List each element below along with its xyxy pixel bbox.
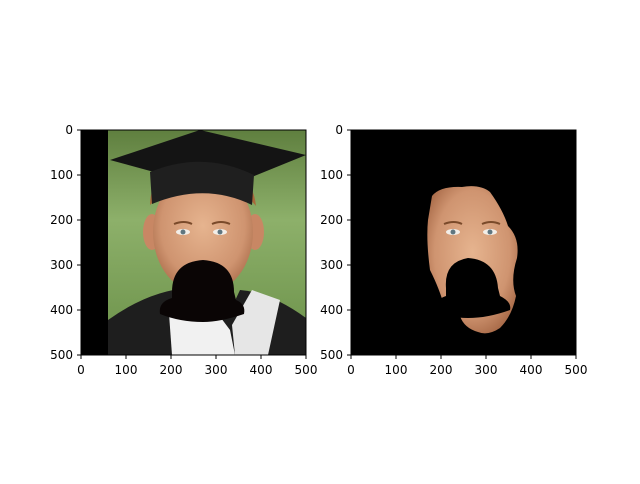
y-tick-label: 300 xyxy=(50,258,73,272)
masked-left-brow xyxy=(443,221,463,225)
x-tick-label: 0 xyxy=(347,363,355,377)
y-tick-label: 500 xyxy=(50,348,73,362)
y-tick-label: 300 xyxy=(320,258,343,272)
x-tick-label: 500 xyxy=(295,363,318,377)
x-tick-label: 400 xyxy=(250,363,273,377)
masked-left-iris xyxy=(450,229,456,235)
x-tick-label: 500 xyxy=(565,363,588,377)
y-tick-label: 200 xyxy=(320,213,343,227)
left-iris xyxy=(180,229,186,235)
y-tick-label: 400 xyxy=(50,303,73,317)
y-tick-label: 0 xyxy=(335,123,343,137)
right-axes-frame xyxy=(350,129,577,356)
ticks-layer: 0 100 200 300 400 500 0 100 200 300 400 500 0 100 200 3… xyxy=(50,123,587,377)
x-tick-label: 200 xyxy=(160,363,183,377)
photo-occluder xyxy=(159,260,245,322)
y-tick-label: 200 xyxy=(50,213,73,227)
masked-right-iris xyxy=(487,229,493,235)
shirt-collar-right xyxy=(232,290,280,355)
photo-panel xyxy=(81,130,306,355)
y-tick-label: 400 xyxy=(320,303,343,317)
masked-right-brow xyxy=(481,221,501,225)
left-brow xyxy=(173,221,193,225)
face xyxy=(153,170,253,294)
x-tick-label: 0 xyxy=(77,363,85,377)
x-tick-label: 300 xyxy=(475,363,498,377)
cap-crown xyxy=(150,161,254,205)
y-tick-label: 100 xyxy=(50,168,73,182)
x-tick-label: 100 xyxy=(115,363,138,377)
x-tick-label: 200 xyxy=(430,363,453,377)
x-tick-label: 400 xyxy=(520,363,543,377)
left-axes-frame xyxy=(80,129,307,356)
y-tick-label: 100 xyxy=(320,168,343,182)
y-tick-label: 500 xyxy=(320,348,343,362)
mask-occluder xyxy=(434,258,511,318)
x-tick-label: 300 xyxy=(205,363,228,377)
x-tick-label: 100 xyxy=(385,363,408,377)
y-tick-label: 0 xyxy=(65,123,73,137)
mask-panel xyxy=(351,130,576,355)
right-brow xyxy=(211,221,231,225)
right-iris xyxy=(217,229,223,235)
cap-board xyxy=(110,130,306,190)
